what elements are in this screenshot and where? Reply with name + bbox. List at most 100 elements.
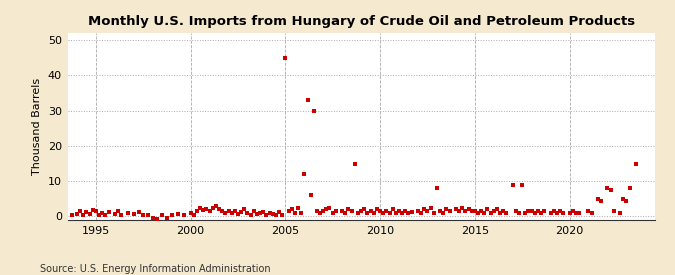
Point xyxy=(264,211,275,215)
Point xyxy=(194,205,205,210)
Point xyxy=(444,209,455,213)
Point xyxy=(122,211,133,215)
Point xyxy=(381,209,392,213)
Point xyxy=(245,213,256,217)
Point xyxy=(508,183,518,187)
Point xyxy=(479,211,489,215)
Point xyxy=(236,210,246,214)
Point xyxy=(138,213,148,217)
Point xyxy=(497,209,508,213)
Point xyxy=(412,209,423,213)
Title: Monthly U.S. Imports from Hungary of Crude Oil and Petroleum Products: Monthly U.S. Imports from Hungary of Cru… xyxy=(88,15,634,28)
Point xyxy=(418,207,429,212)
Point xyxy=(533,209,543,213)
Point xyxy=(454,209,464,213)
Point xyxy=(488,209,499,213)
Point xyxy=(350,161,360,166)
Point xyxy=(574,211,585,215)
Point xyxy=(166,213,177,218)
Point xyxy=(204,209,215,213)
Point xyxy=(378,211,389,215)
Point xyxy=(362,211,373,215)
Point xyxy=(457,205,468,210)
Point xyxy=(394,209,404,213)
Point xyxy=(356,209,367,213)
Point xyxy=(201,207,212,212)
Point xyxy=(403,211,414,215)
Point xyxy=(290,211,300,215)
Point xyxy=(548,209,559,213)
Point xyxy=(100,213,111,217)
Point xyxy=(501,211,512,215)
Point xyxy=(596,198,607,203)
Point xyxy=(284,209,294,213)
Point xyxy=(495,211,506,215)
Point xyxy=(400,209,410,213)
Point xyxy=(450,207,461,212)
Point xyxy=(220,211,231,215)
Point xyxy=(340,211,351,215)
Point xyxy=(491,207,502,212)
Y-axis label: Thousand Barrels: Thousand Barrels xyxy=(32,78,43,175)
Point xyxy=(463,207,474,212)
Point xyxy=(188,213,199,217)
Point xyxy=(387,207,398,212)
Point xyxy=(75,209,86,213)
Point xyxy=(296,211,306,215)
Point xyxy=(352,211,363,215)
Point xyxy=(630,161,641,166)
Point xyxy=(312,209,323,213)
Point xyxy=(438,211,449,215)
Point xyxy=(460,209,470,213)
Point xyxy=(305,193,316,197)
Point xyxy=(343,207,354,212)
Point xyxy=(331,209,342,213)
Point xyxy=(425,205,436,210)
Point xyxy=(161,215,172,220)
Point xyxy=(567,209,578,213)
Point xyxy=(252,211,263,216)
Point xyxy=(157,213,167,218)
Point xyxy=(261,213,272,217)
Point xyxy=(273,210,284,214)
Point xyxy=(551,211,562,215)
Point xyxy=(242,211,253,215)
Point xyxy=(81,210,92,214)
Point xyxy=(545,211,556,215)
Point xyxy=(254,211,265,215)
Point xyxy=(602,186,613,191)
Point xyxy=(384,211,395,215)
Point xyxy=(526,209,537,213)
Point xyxy=(271,213,281,217)
Point xyxy=(369,211,379,215)
Point xyxy=(78,213,88,217)
Point xyxy=(142,213,153,218)
Point xyxy=(84,211,95,216)
Point xyxy=(214,207,225,212)
Point xyxy=(587,211,597,215)
Point xyxy=(299,172,310,176)
Point xyxy=(618,197,628,201)
Point xyxy=(346,209,357,213)
Point xyxy=(308,108,319,113)
Point xyxy=(198,208,209,212)
Point xyxy=(624,186,635,191)
Point xyxy=(267,211,278,216)
Point xyxy=(397,211,408,215)
Point xyxy=(422,209,433,213)
Point xyxy=(115,213,126,218)
Point xyxy=(514,211,524,215)
Point xyxy=(147,216,158,221)
Point xyxy=(570,211,581,215)
Point xyxy=(605,188,616,192)
Point xyxy=(416,211,427,215)
Point xyxy=(529,211,540,215)
Point xyxy=(192,209,202,213)
Point xyxy=(520,211,531,215)
Point xyxy=(469,209,480,213)
Point xyxy=(555,209,566,213)
Point xyxy=(406,210,417,214)
Point xyxy=(365,209,376,213)
Point xyxy=(103,210,114,214)
Point xyxy=(536,211,547,215)
